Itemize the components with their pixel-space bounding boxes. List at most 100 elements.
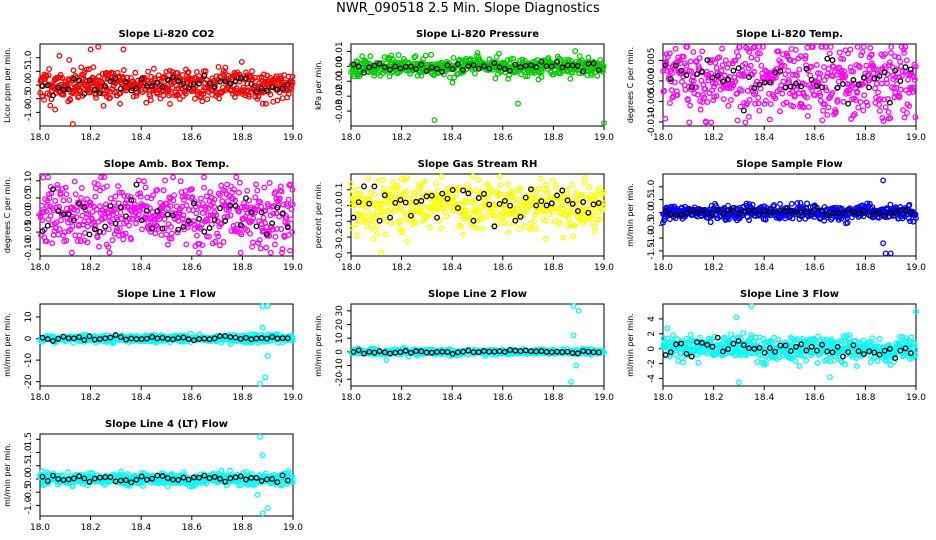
data-point: [566, 216, 573, 223]
data-point: [666, 50, 673, 57]
data-point: [388, 220, 395, 227]
data-point: [365, 210, 372, 217]
data-point: [137, 190, 144, 197]
data-point: [743, 200, 750, 207]
data-point: [216, 95, 223, 102]
data-point: [783, 99, 790, 106]
panel-3: Slope Li-820 Temp.degrees C per min.18.0…: [626, 29, 926, 143]
reference-point: [756, 211, 763, 218]
data-point: [464, 181, 471, 188]
data-point: [203, 193, 210, 200]
data-point: [96, 203, 103, 210]
data-point: [215, 64, 222, 70]
data-point: [426, 224, 433, 231]
x-tick-label: 18.4: [754, 393, 774, 403]
data-point: [671, 79, 678, 86]
data-point: [825, 65, 832, 72]
data-point: [174, 91, 181, 98]
data-point: [40, 174, 47, 181]
data-point: [225, 197, 231, 204]
reference-point: [263, 231, 270, 238]
data-point: [412, 220, 419, 227]
reference-point: [428, 349, 435, 356]
reference-point: [243, 195, 249, 202]
x-tick-label: 18.0: [653, 263, 673, 273]
data-point: [665, 340, 672, 347]
reference-point: [834, 84, 841, 91]
data-point: [132, 69, 139, 76]
data-point: [533, 209, 540, 216]
reference-point: [897, 78, 904, 85]
data-point: [105, 243, 112, 250]
y-tick-label: -0.5: [647, 216, 657, 234]
data-point: [572, 48, 579, 55]
data-point: [412, 189, 418, 196]
y-tick-label: -1.0: [24, 103, 34, 121]
data-point: [81, 230, 88, 236]
x-tick-label: 18.0: [653, 393, 673, 403]
reference-point: [787, 207, 794, 214]
data-point: [699, 48, 706, 55]
data-point: [457, 186, 464, 192]
reference-point: [709, 210, 716, 217]
data-point: [809, 44, 816, 50]
data-point: [384, 207, 391, 214]
data-point: [98, 174, 105, 181]
data-point: [660, 219, 666, 226]
x-tick-label: 18.4: [442, 393, 462, 403]
data-point: [835, 78, 842, 85]
data-point: [52, 197, 59, 204]
reference-point: [465, 347, 472, 354]
reference-point: [444, 62, 451, 69]
reference-point: [512, 347, 519, 354]
data-point: [99, 70, 106, 77]
data-point: [227, 183, 234, 190]
panel-title: Slope Li-820 CO2: [118, 29, 214, 40]
x-tick-label: 18.4: [131, 133, 151, 143]
data-point: [267, 91, 274, 98]
data-point: [713, 93, 720, 99]
data-point: [691, 337, 697, 344]
y-tick-label: 0.5: [647, 192, 657, 206]
plot-frame: [350, 173, 605, 257]
reference-point: [673, 212, 679, 219]
reference-point: [454, 61, 461, 68]
reference-point: [86, 77, 93, 84]
data-point: [735, 53, 742, 60]
data-point: [404, 238, 411, 245]
data-point: [687, 102, 694, 109]
reference-point: [81, 204, 88, 211]
data-point: [911, 76, 918, 83]
reference-point: [819, 84, 826, 91]
reference-point: [397, 349, 404, 356]
data-point: [215, 233, 222, 240]
data-point: [690, 49, 697, 56]
reference-point: [91, 86, 98, 93]
x-tick-label: 19.0: [594, 133, 614, 143]
x-tick-label: 18.4: [754, 133, 774, 143]
data-point: [145, 68, 152, 75]
y-tick-label: 10: [24, 311, 34, 323]
data-point: [832, 108, 839, 115]
reference-point: [798, 83, 805, 90]
reference-point: [824, 212, 831, 219]
data-point: [249, 68, 256, 75]
data-point: [821, 217, 828, 224]
reference-point: [673, 62, 679, 69]
reference-point: [117, 85, 124, 92]
data-point: [350, 187, 357, 194]
reference-point: [507, 347, 514, 354]
reference-point: [683, 72, 690, 79]
reference-point: [740, 107, 747, 114]
data-point: [54, 185, 61, 191]
data-point: [381, 212, 388, 219]
data-point: [95, 181, 101, 188]
data-point: [813, 62, 820, 68]
data-point: [221, 214, 228, 221]
data-point: [379, 177, 386, 183]
data-point: [779, 90, 786, 97]
reference-point: [263, 87, 270, 94]
reference-point: [392, 199, 399, 206]
data-point: [664, 325, 671, 332]
